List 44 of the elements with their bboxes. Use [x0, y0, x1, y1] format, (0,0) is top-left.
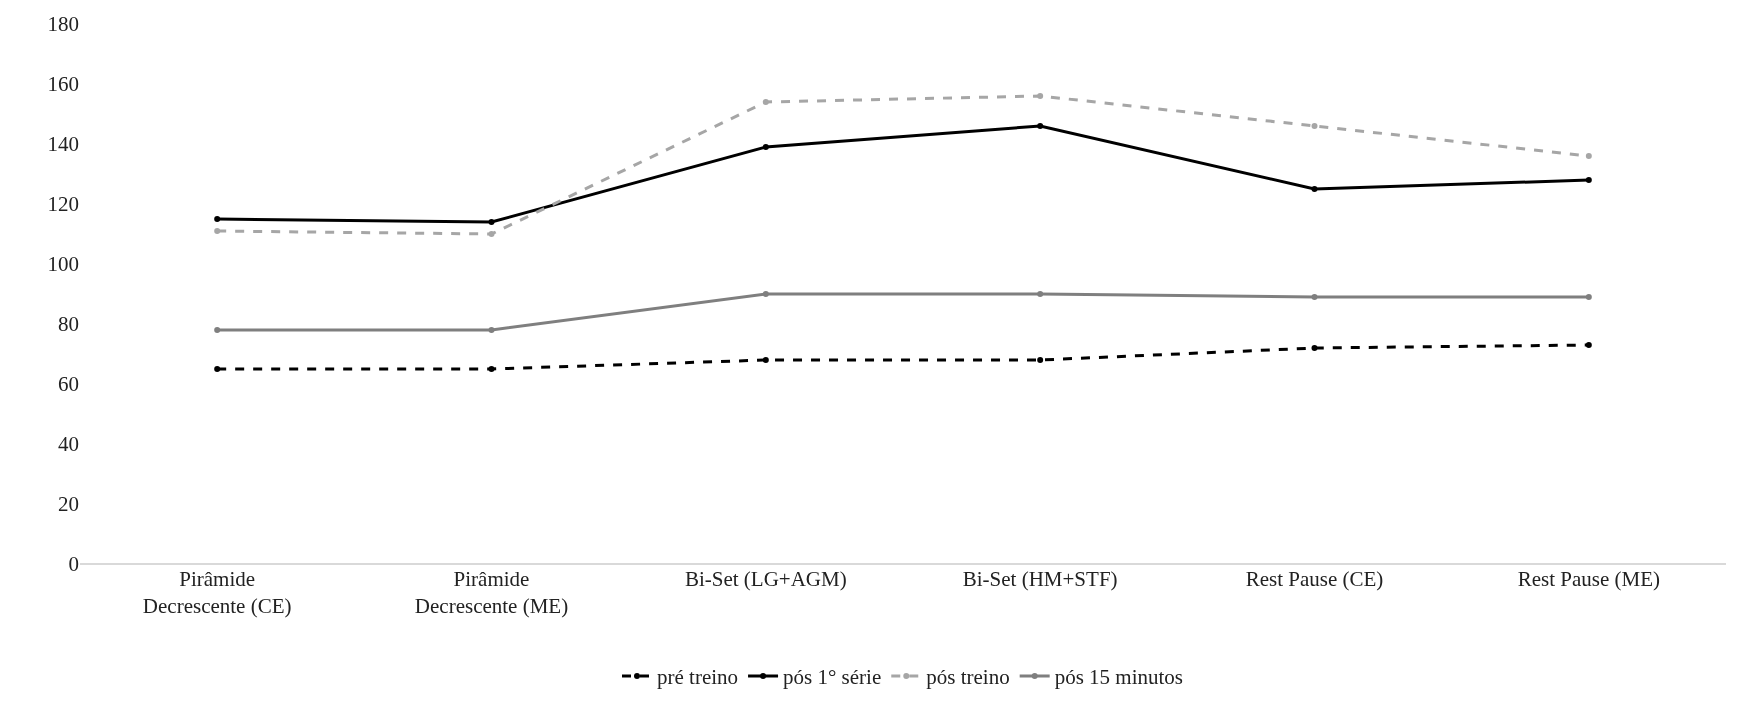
point: [1037, 123, 1044, 129]
point: [1585, 342, 1592, 348]
x-tick-label: Rest Pause (CE): [1245, 567, 1384, 591]
y-tick-label: 100: [47, 252, 79, 277]
point: [214, 366, 221, 372]
y-tick-label: 20: [58, 492, 79, 517]
x-tick-label: Pirâmide Decrescente (ME): [414, 567, 569, 619]
legend-label: pós 1° série: [783, 665, 882, 690]
x-tick-label: Rest Pause (ME): [1517, 567, 1660, 591]
legend-label: pré treino: [657, 665, 739, 690]
legend-label: pós 15 minutos: [1054, 665, 1184, 690]
point: [762, 99, 769, 105]
y-tick-label: 120: [47, 192, 79, 217]
x-tick-label: Bi-Set (LG+AGM): [684, 567, 847, 591]
y-tick-label: 180: [47, 12, 79, 37]
point: [1585, 294, 1592, 300]
x-tick-label: Bi-Set (HM+STF): [962, 567, 1118, 591]
point: [1037, 93, 1044, 99]
y-tick-label: 160: [47, 72, 79, 97]
y-tick-label: 140: [47, 132, 79, 157]
point: [488, 327, 495, 333]
point: [214, 228, 221, 234]
point: [762, 291, 769, 297]
y-tick-label: 60: [58, 372, 79, 397]
point: [1585, 177, 1592, 183]
point: [1037, 291, 1044, 297]
point: [1585, 153, 1592, 159]
point: [214, 327, 221, 333]
y-tick-label: 0: [68, 552, 79, 577]
point: [762, 357, 769, 363]
point: [762, 144, 769, 150]
point: [1311, 186, 1318, 192]
y-tick-label: 80: [58, 312, 79, 337]
point: [488, 219, 495, 225]
point: [488, 366, 495, 372]
legend-label: pós treino: [926, 665, 1010, 690]
point: [488, 231, 495, 237]
y-tick-label: 40: [58, 432, 79, 457]
point: [214, 216, 221, 222]
point: [1037, 357, 1044, 363]
x-tick-label: Pirâmide Decrescente (CE): [142, 567, 292, 619]
point: [1311, 345, 1318, 351]
point: [1311, 294, 1318, 300]
point: [1311, 123, 1318, 129]
